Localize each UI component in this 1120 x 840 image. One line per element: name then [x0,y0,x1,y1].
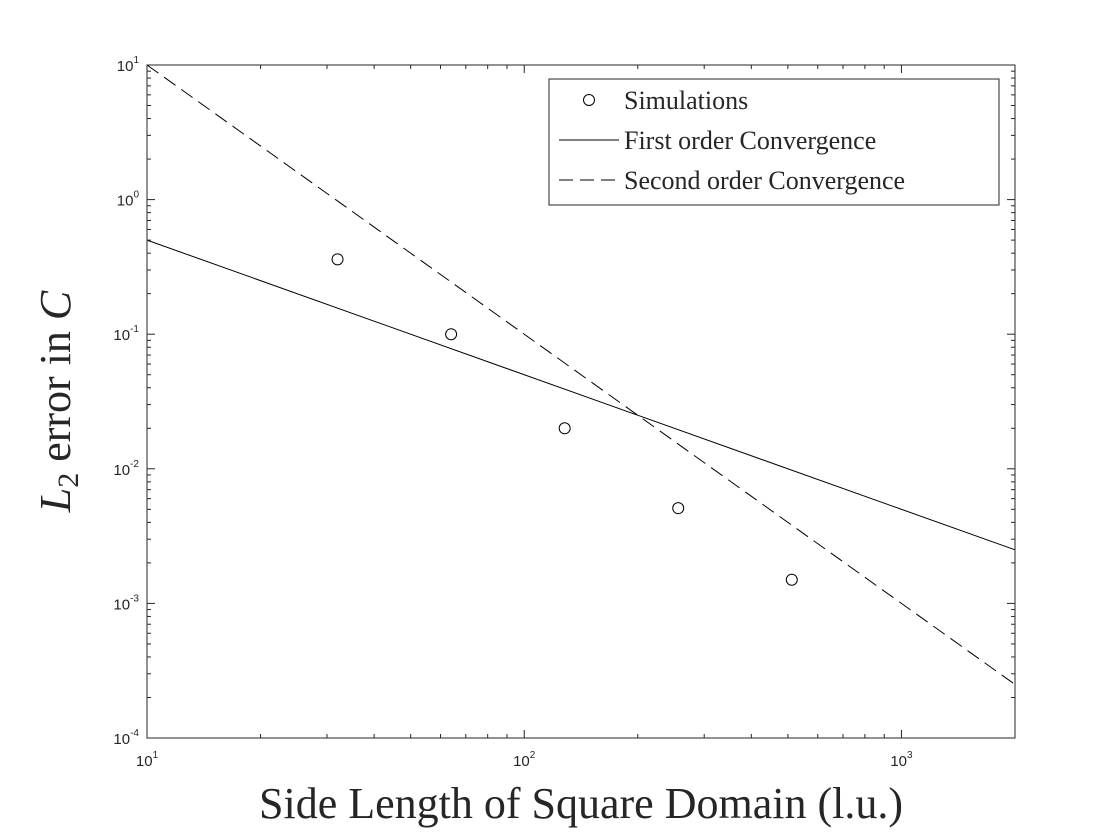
y-tick-label: 10-2 [113,459,139,479]
y-tick-label-base: 10 [113,731,130,748]
x-tick-label-exponent: 1 [153,750,159,761]
y-tick-label-base: 10 [117,193,134,210]
y-tick-label-exponent: -1 [130,324,139,335]
y-tick-label-base: 10 [113,327,130,344]
x-tick-label: 103 [890,750,913,770]
y-tick-label: 10-3 [113,593,139,613]
y-tick-label: 10-4 [113,728,139,748]
y-axis-label: L2 error in C [31,290,85,513]
data-point-simulations [785,573,798,586]
x-tick-label-exponent: 3 [907,750,913,761]
data-point-simulations [672,502,685,515]
legend: Simulations First order Convergence Second… [548,78,1000,206]
legend-item-second-order-convergence: Second order Convergence [559,166,905,195]
y-tick-label-exponent: -2 [130,459,139,470]
legend-swatch-simulations [583,94,595,106]
x-tick-label-base: 10 [890,753,907,770]
y-tick-label-base: 10 [117,58,134,75]
series-line-second-order-convergence [146,64,1016,685]
y-tick-label: 100 [117,190,140,210]
x-tick-label: 102 [513,750,536,770]
legend-box [548,78,1000,206]
x-tick-label-base: 10 [136,753,153,770]
y-tick-label-exponent: -4 [130,728,139,739]
x-tick-label-base: 10 [513,753,530,770]
y-tick-label-exponent: 0 [133,190,139,201]
y-axis-label-middle: error in [31,320,80,473]
y-axis-label-suffix: C [31,290,80,320]
y-axis-label-prefix: L [31,488,80,513]
y-axis-label-subscript: 2 [52,473,85,488]
y-tick-label: 10-1 [113,324,139,344]
data-point-simulations [445,328,458,341]
plot-area [146,64,1016,685]
legend-label-simulations: Simulations [624,86,748,115]
x-axis-label: Side Length of Square Domain (l.u.) [259,779,903,828]
data-point-simulations [331,253,344,266]
x-tick-label: 101 [136,750,159,770]
legend-item-first-order-convergence: First order Convergence [559,126,876,155]
y-tick-label-exponent: 1 [133,55,139,66]
y-tick-label-exponent: -3 [130,593,139,604]
legend-label-first-order-convergence: First order Convergence [624,126,876,155]
legend-label-second-order-convergence: Second order Convergence [624,166,905,195]
x-tick-label-exponent: 2 [530,750,536,761]
axes-frame [146,64,1016,739]
y-tick-label-base: 10 [113,462,130,479]
series-line-first-order-convergence [146,239,1016,551]
data-point-simulations [558,422,571,435]
y-tick-label-base: 10 [113,596,130,613]
legend-item-simulations: Simulations [583,86,748,115]
y-tick-label: 101 [117,55,140,75]
